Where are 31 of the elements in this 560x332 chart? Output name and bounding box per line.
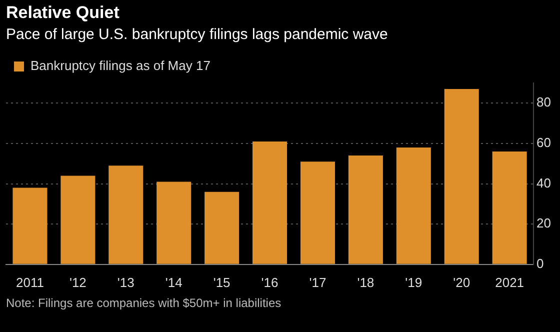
bar (348, 156, 383, 264)
chart-title: Relative Quiet (6, 3, 120, 23)
x-tick-label: '16 (261, 274, 278, 290)
chart-subtitle: Pace of large U.S. bankruptcy filings lags pandemic wave (6, 26, 388, 43)
x-tick-label: '12 (69, 274, 86, 290)
bar (156, 182, 192, 264)
bar (300, 162, 335, 264)
y-tick-label: 40 (536, 175, 552, 190)
bar (108, 166, 144, 264)
bar (252, 141, 288, 264)
bar (492, 152, 527, 264)
bar (444, 89, 479, 264)
x-tick-label: 2011 (16, 274, 44, 290)
y-tick-label: 0 (536, 256, 544, 271)
y-tick-label: 20 (536, 216, 552, 231)
x-tick-label: '18 (357, 274, 374, 290)
legend-label: Bankruptcy filings as of May 17 (30, 58, 210, 74)
x-tick-label: '17 (309, 274, 326, 290)
x-tick-label: '14 (165, 274, 182, 290)
bar (60, 176, 96, 264)
y-tick-label: 60 (536, 135, 552, 150)
y-tick-label: 80 (536, 94, 552, 110)
x-tick-label: '20 (453, 274, 470, 290)
bar (204, 192, 240, 264)
text: Note: Filings are companies with $50m+ in liabilities (6, 296, 282, 311)
bar (396, 148, 431, 264)
bar (12, 188, 48, 264)
x-tick-label: '13 (117, 274, 134, 290)
x-tick-label: 2021 (495, 274, 524, 290)
x-tick-label: '15 (213, 274, 230, 290)
x-tick-label: '19 (405, 274, 422, 290)
